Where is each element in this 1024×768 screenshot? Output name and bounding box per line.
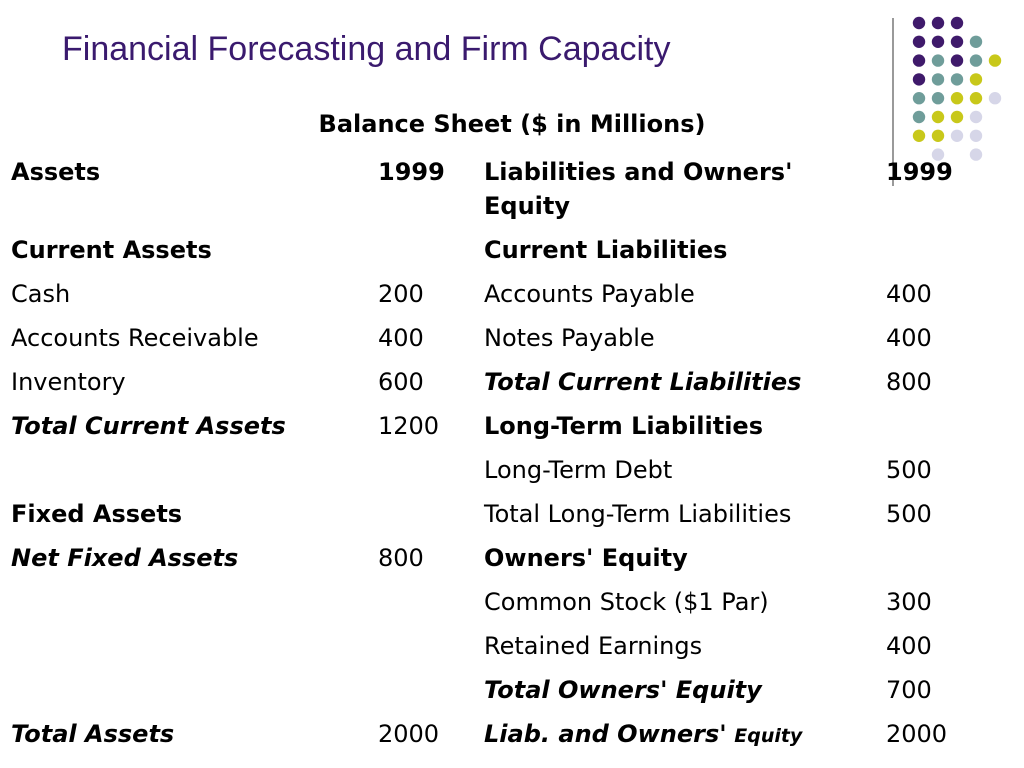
decorative-dot (950, 73, 964, 86)
asset-label: Inventory (11, 368, 126, 396)
liability-value (879, 228, 993, 272)
liability-label-main: Liab. and Owners' (484, 720, 727, 748)
decorative-dot (931, 92, 945, 105)
liability-label: Long-Term Debt (484, 456, 673, 484)
asset-label: Net Fixed Assets (11, 544, 239, 572)
liabilities-header: Liabilities and Owners' Equity (484, 158, 793, 220)
asset-value (371, 228, 477, 272)
decorative-dot (931, 54, 945, 67)
asset-value (371, 580, 477, 624)
liability-value: 700 (886, 676, 932, 704)
asset-value (371, 668, 477, 712)
liability-value (879, 536, 993, 580)
slide-title: Financial Forecasting and Firm Capacity (62, 30, 671, 68)
table-row: Total Owners' Equity 700 (4, 668, 993, 712)
table-heading: Balance Sheet ($ in Millions) (318, 110, 706, 138)
asset-value: 400 (378, 324, 424, 352)
table-row: Fixed Assets Total Long-Term Liabilities… (4, 492, 993, 536)
decorative-dot (931, 35, 945, 48)
asset-value (371, 492, 477, 536)
liability-value: 800 (886, 368, 932, 396)
liability-label-suffix: Equity (734, 725, 803, 747)
liability-label: Current Liabilities (484, 236, 728, 264)
liability-label: Owners' Equity (484, 544, 688, 572)
asset-value: 800 (378, 544, 424, 572)
table-row: Long-Term Debt 500 (4, 448, 993, 492)
liability-value: 2000 (886, 720, 948, 748)
decorative-dot (931, 16, 945, 30)
asset-label (4, 580, 371, 624)
decorative-dot (912, 54, 926, 67)
liability-value: 400 (886, 280, 932, 308)
liability-value: 300 (886, 588, 932, 616)
liability-value: 500 (886, 500, 932, 528)
liability-value: 400 (886, 632, 932, 660)
assets-year-header: 1999 (378, 158, 445, 186)
table-row: Inventory 600 Total Current Liabilities … (4, 360, 993, 404)
decorative-dot (912, 35, 926, 48)
liability-value (879, 404, 993, 448)
table-row: Total Current Assets 1200 Long-Term Liab… (4, 404, 993, 448)
decorative-dot (950, 35, 964, 48)
decorative-dot (969, 73, 983, 86)
liability-label: Liab. and Owners' Equity (477, 712, 879, 758)
asset-value: 1200 (378, 412, 440, 440)
decorative-dot (988, 54, 1002, 67)
table-row: Retained Earnings 400 (4, 624, 993, 668)
decorative-divider-line (892, 18, 894, 186)
decorative-dot (950, 16, 964, 30)
asset-label: Total Current Assets (11, 412, 286, 440)
decorative-dot (931, 73, 945, 86)
table-row: Accounts Receivable 400 Notes Payable 40… (4, 316, 993, 360)
asset-label (4, 624, 371, 668)
asset-label: Accounts Receivable (11, 324, 259, 352)
decorative-dot (950, 54, 964, 67)
asset-label: Fixed Assets (11, 500, 183, 528)
decorative-dot (969, 92, 983, 105)
asset-value: 600 (378, 368, 424, 396)
asset-value (371, 448, 477, 492)
asset-label (4, 668, 371, 712)
table-row: Current Assets Current Liabilities (4, 228, 993, 272)
table-row: Total Assets 2000 Liab. and Owners' Equi… (4, 712, 993, 758)
liability-label: Total Long-Term Liabilities (484, 500, 792, 528)
liability-label: Retained Earnings (484, 632, 703, 660)
liability-value: 400 (886, 324, 932, 352)
asset-label (4, 448, 371, 492)
table-row: Cash 200 Accounts Payable 400 (4, 272, 993, 316)
liabilities-year-header: 1999 (886, 158, 953, 186)
asset-label: Cash (11, 280, 71, 308)
decorative-dot (988, 92, 1002, 105)
table-row: Assets 1999 Liabilities and Owners' Equi… (4, 150, 993, 228)
asset-value: 2000 (378, 720, 440, 748)
asset-label: Total Assets (11, 720, 175, 748)
assets-header: Assets (11, 158, 101, 186)
liability-label: Common Stock ($1 Par) (484, 588, 769, 616)
asset-value (371, 624, 477, 668)
decorative-dot (969, 54, 983, 67)
decorative-dot (950, 92, 964, 105)
decorative-dot (912, 92, 926, 105)
liability-label: Total Owners' Equity (484, 676, 762, 704)
asset-value: 200 (378, 280, 424, 308)
decorative-dot (912, 73, 926, 86)
balance-sheet-table: Assets 1999 Liabilities and Owners' Equi… (4, 150, 993, 758)
table-row: Net Fixed Assets 800 Owners' Equity (4, 536, 993, 580)
decorative-dot (912, 16, 926, 30)
liability-label: Accounts Payable (484, 280, 695, 308)
liability-label: Total Current Liabilities (484, 368, 802, 396)
liability-label: Notes Payable (484, 324, 655, 352)
liability-label: Long-Term Liabilities (484, 412, 763, 440)
asset-label: Current Assets (11, 236, 212, 264)
liability-value: 500 (886, 456, 932, 484)
table-row: Common Stock ($1 Par) 300 (4, 580, 993, 624)
decorative-dot (969, 35, 983, 48)
